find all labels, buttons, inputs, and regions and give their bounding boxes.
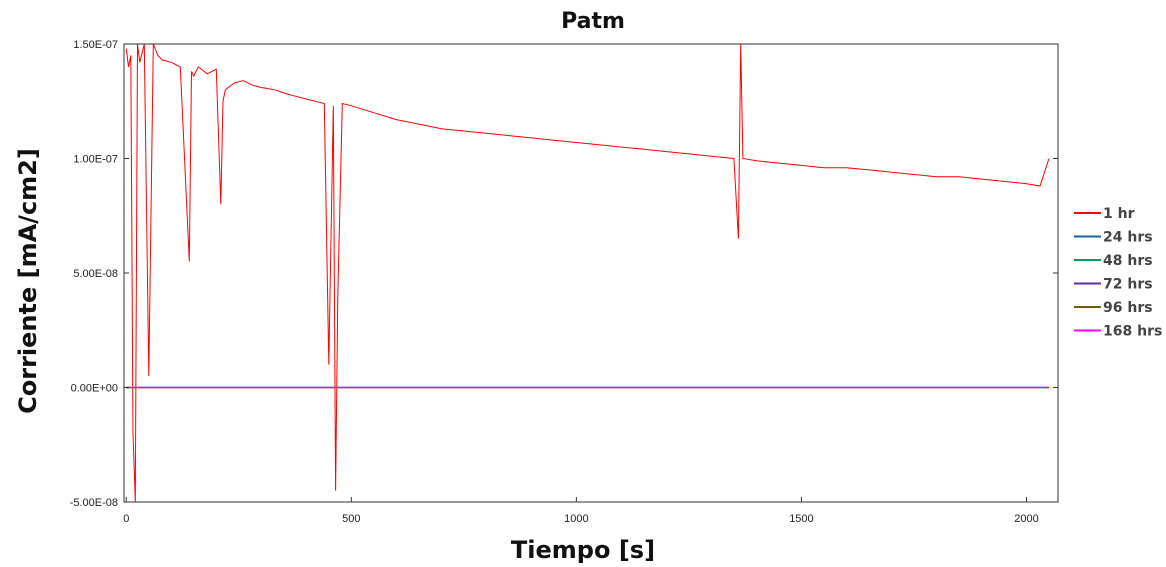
y-tick-label: 5.00E-08 — [73, 268, 118, 280]
y-tick-label: 1.50E-07 — [73, 39, 118, 51]
series-layer — [125, 44, 1050, 502]
legend-label: 96 hrs — [1103, 300, 1153, 316]
legend-label: 24 hrs — [1103, 230, 1153, 246]
y-tick-label: -5.00E-08 — [70, 497, 118, 509]
y-tick-label: 0.00E+00 — [71, 383, 118, 395]
x-tick-label: 500 — [342, 513, 360, 525]
plot-frame — [123, 43, 1059, 503]
legend-label: 72 hrs — [1103, 277, 1153, 293]
legend-label: 1 hr — [1103, 206, 1135, 222]
chart-title: Patm — [561, 9, 625, 34]
y-tick-label: 1.00E-07 — [73, 154, 118, 166]
y-axis: -5.00E-08 0.00E+00 5.00E-08 1.00E-07 1.50E-0… — [70, 39, 1058, 509]
x-axis: 0 500 1000 1500 2000 — [123, 497, 1039, 525]
series-line-1-hr — [125, 44, 1050, 502]
y-axis-title: Corriente [mA/cm2] — [14, 148, 42, 414]
x-tick-label: 1500 — [789, 513, 813, 525]
legend: 1 hr 24 hrs 48 hrs 72 hrs 96 hrs 168 hrs — [1074, 206, 1162, 340]
x-axis-title: Tiempo [s] — [511, 536, 655, 564]
x-tick-label: 0 — [123, 513, 129, 525]
legend-label: 168 hrs — [1103, 324, 1162, 340]
x-tick-label: 1000 — [564, 513, 588, 525]
legend-label: 48 hrs — [1103, 253, 1153, 269]
x-tick-label: 2000 — [1014, 513, 1038, 525]
